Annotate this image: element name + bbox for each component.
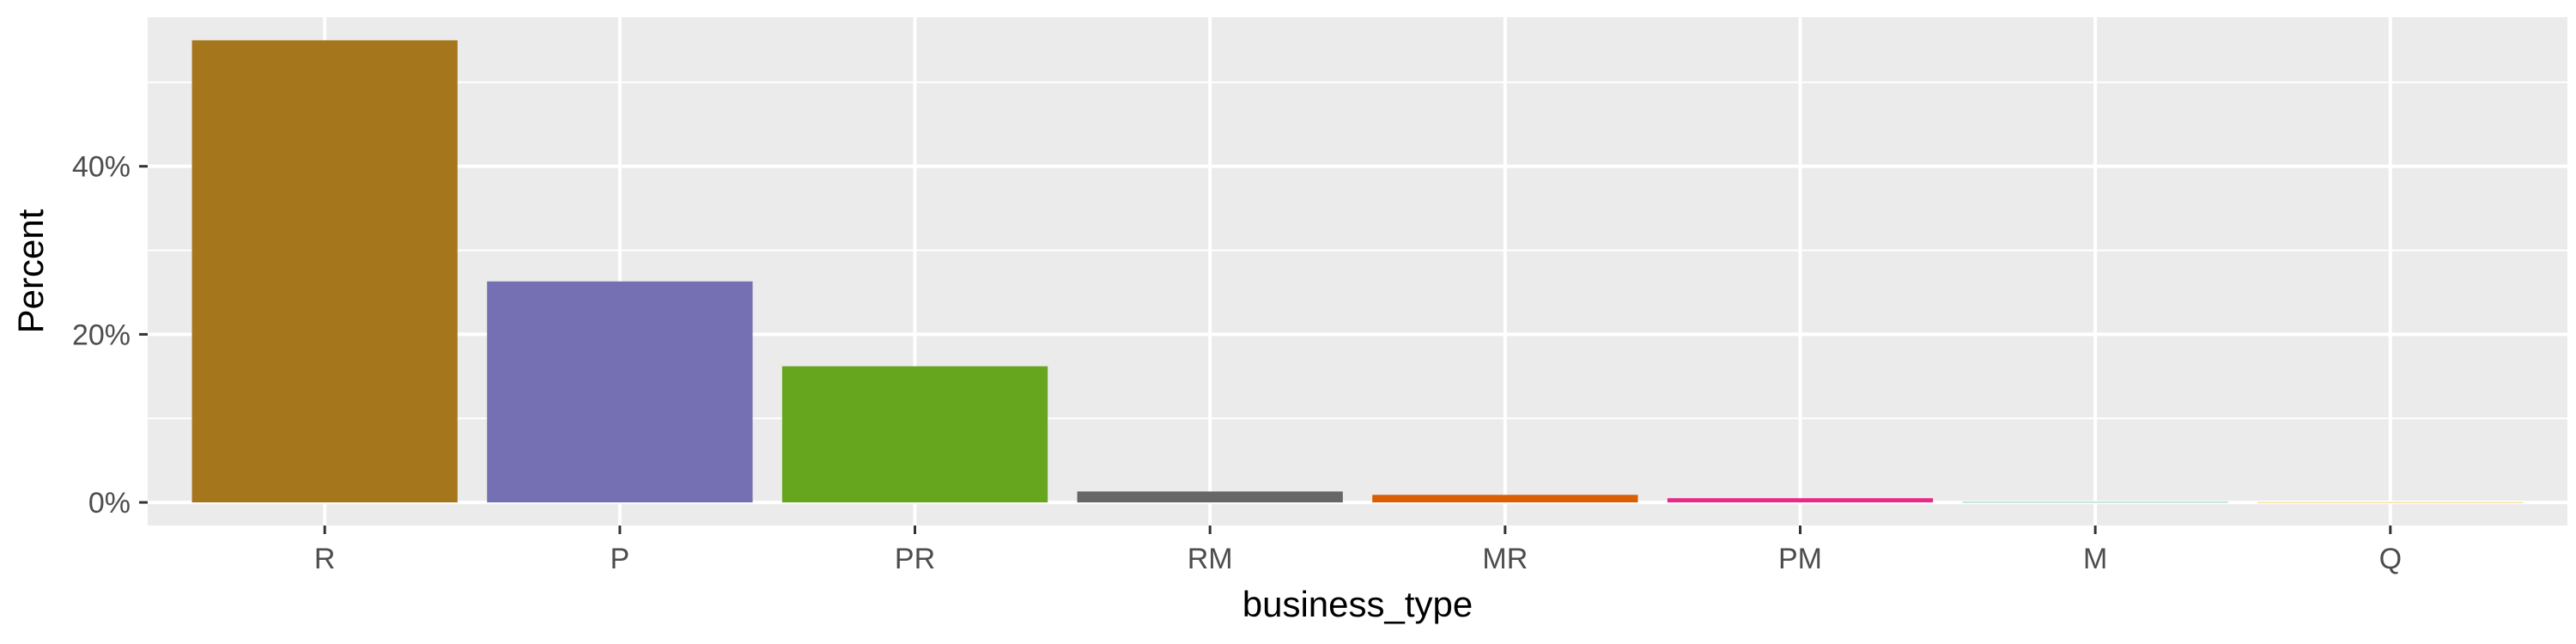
y-axis-title: Percent xyxy=(10,209,51,333)
x-tick-label: P xyxy=(611,543,630,575)
x-axis: R P PR RM MR PM M Q xyxy=(314,526,2402,575)
bar-q xyxy=(2257,501,2524,503)
bar-pm xyxy=(1667,498,1934,503)
bar-rm xyxy=(1077,491,1343,503)
x-tick-label: M xyxy=(2083,543,2107,575)
bar-pr xyxy=(781,366,1048,503)
bar-p xyxy=(487,281,753,503)
x-tick-label: R xyxy=(314,543,336,575)
x-tick-label: Q xyxy=(2379,543,2402,575)
bar-mr xyxy=(1372,495,1638,503)
x-tick-label: MR xyxy=(1482,543,1528,575)
y-tick-label: 0% xyxy=(88,487,131,519)
bar-m xyxy=(1962,501,2228,503)
y-tick-label: 20% xyxy=(72,319,131,351)
x-tick-label: RM xyxy=(1188,543,1233,575)
bars-group xyxy=(191,39,2524,503)
y-tick-label: 40% xyxy=(72,151,131,184)
bar-r xyxy=(191,39,458,503)
y-axis: 0% 20% 40% xyxy=(72,151,148,519)
x-tick-label: PM xyxy=(1778,543,1822,575)
x-axis-title: business_type xyxy=(1242,584,1473,624)
x-tick-label: PR xyxy=(895,543,935,575)
